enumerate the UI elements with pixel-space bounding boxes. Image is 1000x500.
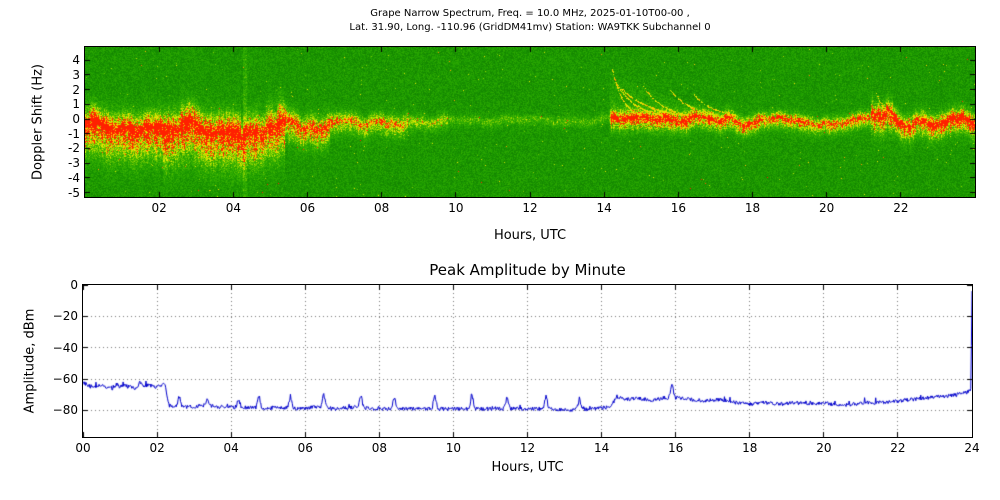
spectrogram-y-tick-label: 2 xyxy=(72,82,80,97)
spectrogram-y-tick-label: -1 xyxy=(68,126,80,141)
spectrogram-x-tick-label: 06 xyxy=(299,201,316,215)
amplitude-x-tick-label: 04 xyxy=(223,441,239,455)
amplitude-x-tick-label: 18 xyxy=(742,441,758,455)
amplitude-x-tick-label: 24 xyxy=(964,441,980,455)
amplitude-y-tick-label: 0 xyxy=(70,278,78,292)
spectrogram-x-axis-label: Hours, UTC xyxy=(493,228,567,243)
spectrogram-x-tick-label: 04 xyxy=(225,201,241,215)
amplitude-x-tick-label: 12 xyxy=(519,441,536,455)
amplitude-canvas xyxy=(82,284,973,438)
spectrogram-y-tick-label: 3 xyxy=(72,67,80,82)
spectrogram-y-tick-label: -3 xyxy=(68,156,80,171)
spectrogram-x-tick-label: 20 xyxy=(819,201,835,215)
amplitude-y-tick-label: −60 xyxy=(52,372,78,387)
amplitude-y-axis-label: Amplitude, dBm xyxy=(22,308,38,414)
spectrogram-x-tick-label: 14 xyxy=(596,201,612,215)
amplitude-x-tick-label: 10 xyxy=(445,441,462,455)
spectrogram-y-tick-label: -2 xyxy=(68,141,80,156)
amplitude-title: Peak Amplitude by Minute xyxy=(429,261,626,279)
spectrogram-x-tick-label: 22 xyxy=(893,201,909,215)
amplitude-x-tick-label: 22 xyxy=(890,441,906,455)
spectrogram-x-tick-label: 18 xyxy=(744,201,761,215)
amplitude-x-tick-label: 20 xyxy=(816,441,832,455)
amplitude-x-tick-label: 14 xyxy=(593,441,610,455)
spectrogram-x-tick-label: 16 xyxy=(670,201,686,215)
spectrogram-y-tick-label: 4 xyxy=(72,53,80,68)
spectrogram-y-tick-label: 0 xyxy=(72,112,80,127)
amplitude-y-tick-label: −40 xyxy=(52,340,78,355)
spectrogram-x-tick-label: 08 xyxy=(374,201,390,215)
amplitude-x-tick-label: 02 xyxy=(149,441,165,455)
spectrogram-y-tick-label: 1 xyxy=(72,97,80,112)
spectrogram-x-tick-label: 10 xyxy=(448,201,464,215)
spectrogram-y-tick-label: -5 xyxy=(68,185,80,200)
amplitude-x-axis-label: Hours, UTC xyxy=(491,460,564,475)
amplitude-x-tick-label: 16 xyxy=(668,441,684,455)
spectrogram-x-tick-label: 12 xyxy=(522,201,538,215)
spectrogram-x-tick-label: 02 xyxy=(151,201,167,215)
spectrogram-y-tick-label: -4 xyxy=(68,170,80,185)
amplitude-y-tick-label: −20 xyxy=(52,309,78,324)
spectrogram-title-line2: Lat. 31.90, Long. -110.96 (GridDM41mv) S… xyxy=(349,22,711,33)
amplitude-x-tick-label: 00 xyxy=(75,441,91,455)
amplitude-x-tick-label: 08 xyxy=(371,441,387,455)
spectrogram-canvas xyxy=(84,46,976,198)
amplitude-x-tick-label: 06 xyxy=(297,441,313,455)
amplitude-y-tick-label: −80 xyxy=(52,403,78,418)
spectrogram-title-line1: Grape Narrow Spectrum, Freq. = 10.0 MHz,… xyxy=(370,8,690,19)
